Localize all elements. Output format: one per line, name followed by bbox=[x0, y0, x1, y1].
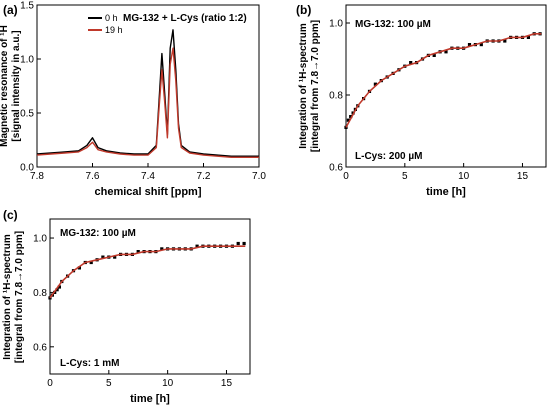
panel-b-data-point bbox=[349, 115, 353, 119]
panel-c-data-point bbox=[160, 247, 164, 251]
panel-b-points bbox=[344, 32, 542, 129]
panel-a-xtick-label-1: 7.6 bbox=[86, 171, 100, 182]
panel-a-annotation: MG-132 + L-Cys (ratio 1:2) bbox=[123, 13, 247, 24]
panel-b-data-point bbox=[479, 43, 483, 47]
panel-a-ytick-label-1: 0.5 bbox=[20, 109, 34, 120]
panel-c-data-point bbox=[195, 244, 199, 248]
panel-b-fit bbox=[345, 33, 542, 128]
panel-a-xtick-label-3: 7.2 bbox=[197, 171, 211, 182]
panel-c-ytick-label-0: 0.6 bbox=[33, 342, 47, 353]
panel-c-ylabel-line1: Integration of ¹H-spectrum bbox=[2, 234, 13, 360]
panel-b-xtick-label-1: 5 bbox=[402, 171, 408, 182]
panel-b-ticks: 0 5 10 15 0.6 0.8 1.0 bbox=[329, 19, 528, 183]
panel-a-ytick-label-3: 1.5 bbox=[20, 1, 34, 12]
panel-b-xlabel: time [h] bbox=[426, 186, 466, 198]
legend-label-0h: 0 h bbox=[105, 13, 118, 23]
panel-c-ticks: 0 5 10 15 0.6 0.8 1.0 bbox=[33, 234, 232, 389]
panel-c-data-point bbox=[89, 260, 93, 265]
panel-c-data-point bbox=[55, 288, 59, 292]
panel-b-xtick-label-2: 10 bbox=[458, 171, 470, 182]
panel-c-xtick-label-3: 15 bbox=[221, 378, 233, 389]
panel-c-ylabel-line2: [integral from 7.8→7.0 ppm] bbox=[14, 231, 25, 363]
panel-c-annotation-top: MG-132: 100 µM bbox=[60, 228, 136, 239]
panel-c-data-point bbox=[101, 255, 105, 259]
panel-c: (c) 0 5 10 15 0.6 0.8 1.0 MG-132: 100 µM L-Cys… bbox=[2, 208, 251, 405]
panel-b: (b) 0 5 10 15 0.6 0.8 1.0 MG-132: 100 µM L-Cys… bbox=[296, 3, 547, 198]
panel-b-fit-curve bbox=[345, 33, 542, 128]
panel-a-label: (a) bbox=[3, 3, 18, 17]
panel-a-xtick-label-4: 7.0 bbox=[252, 171, 266, 182]
panel-c-xtick-label-2: 10 bbox=[162, 378, 174, 389]
panel-c-data-point bbox=[113, 255, 117, 259]
panel-b-data-point bbox=[409, 61, 413, 65]
panel-c-data-point bbox=[57, 285, 61, 289]
panel-b-data-point bbox=[444, 50, 448, 54]
panel-b-data-point bbox=[432, 53, 436, 57]
panel-a-ytick-label-2: 1.0 bbox=[20, 55, 34, 66]
panel-a-xtick-label-2: 7.4 bbox=[141, 171, 155, 182]
panel-c-data-point bbox=[236, 241, 240, 246]
panel-a-ytick-label-0: 0.0 bbox=[20, 163, 34, 174]
series-line-19h bbox=[36, 47, 259, 158]
panel-c-xtick-label-1: 5 bbox=[106, 378, 112, 389]
panel-a-ylabel-line2: [signal intensity in a.u.] bbox=[11, 30, 22, 141]
panel-c-ytick-label-2: 1.0 bbox=[33, 234, 47, 245]
panel-c-data-point bbox=[77, 266, 81, 270]
panel-b-ylabel-line1: Integration of ¹H-spectrum bbox=[298, 23, 309, 149]
legend-label-19h: 19 h bbox=[105, 25, 123, 35]
panel-b-data-point bbox=[526, 35, 530, 39]
panel-c-points bbox=[48, 241, 246, 300]
panel-b-annotation-top: MG-132: 100 µM bbox=[355, 19, 431, 30]
panel-c-annotation-bottom: L-Cys: 1 mM bbox=[60, 358, 119, 369]
panel-c-frame bbox=[49, 218, 251, 375]
panel-c-xtick-label-0: 0 bbox=[47, 378, 53, 389]
panel-c-data-point bbox=[242, 241, 246, 246]
panel-b-ytick-label-1: 0.8 bbox=[329, 91, 343, 102]
panel-c-ytick-label-1: 0.8 bbox=[33, 288, 47, 299]
panel-b-ytick-label-0: 0.6 bbox=[329, 163, 343, 174]
panel-b-frame bbox=[345, 4, 547, 168]
panel-c-xlabel: time [h] bbox=[130, 393, 170, 405]
panel-c-fit-curve bbox=[49, 245, 246, 299]
panel-a-xtick-label-0: 7.8 bbox=[30, 171, 44, 182]
panel-b-xtick-label-0: 0 bbox=[343, 171, 349, 182]
series-line-0h bbox=[36, 29, 259, 157]
panel-b-data-point bbox=[346, 118, 350, 122]
panel-a-frame bbox=[36, 4, 260, 168]
panel-b-annotation-bottom: L-Cys: 200 µM bbox=[355, 151, 422, 162]
panel-b-data-point bbox=[503, 39, 507, 43]
panel-a-xlabel: chemical shift [ppm] bbox=[95, 186, 202, 198]
panel-c-label: (c) bbox=[3, 208, 18, 222]
panel-a-ylabel-line1: Magnetic resonance of ¹H bbox=[0, 25, 10, 147]
panel-b-label: (b) bbox=[296, 3, 311, 17]
panel-a-ticks: 7.8 7.6 7.4 7.2 7.0 0.0 0.5 1.0 1.5 bbox=[20, 1, 266, 183]
panel-a-lines bbox=[36, 29, 259, 158]
panel-b-data-point bbox=[467, 43, 472, 47]
panel-b-data-point bbox=[373, 82, 377, 86]
panel-a: (a) 7.8 7.6 7.4 7.2 7.0 0.0 0.5 1.0 1.5 0 h 19 h… bbox=[0, 1, 266, 199]
panel-b-xtick-label-3: 15 bbox=[517, 171, 529, 182]
panel-b-ytick-label-2: 1.0 bbox=[329, 19, 343, 30]
panel-b-ylabel-line2: [integral from 7.8→7.0 ppm] bbox=[310, 20, 321, 152]
panel-c-data-point bbox=[136, 250, 140, 254]
panel-c-fit bbox=[49, 245, 246, 299]
